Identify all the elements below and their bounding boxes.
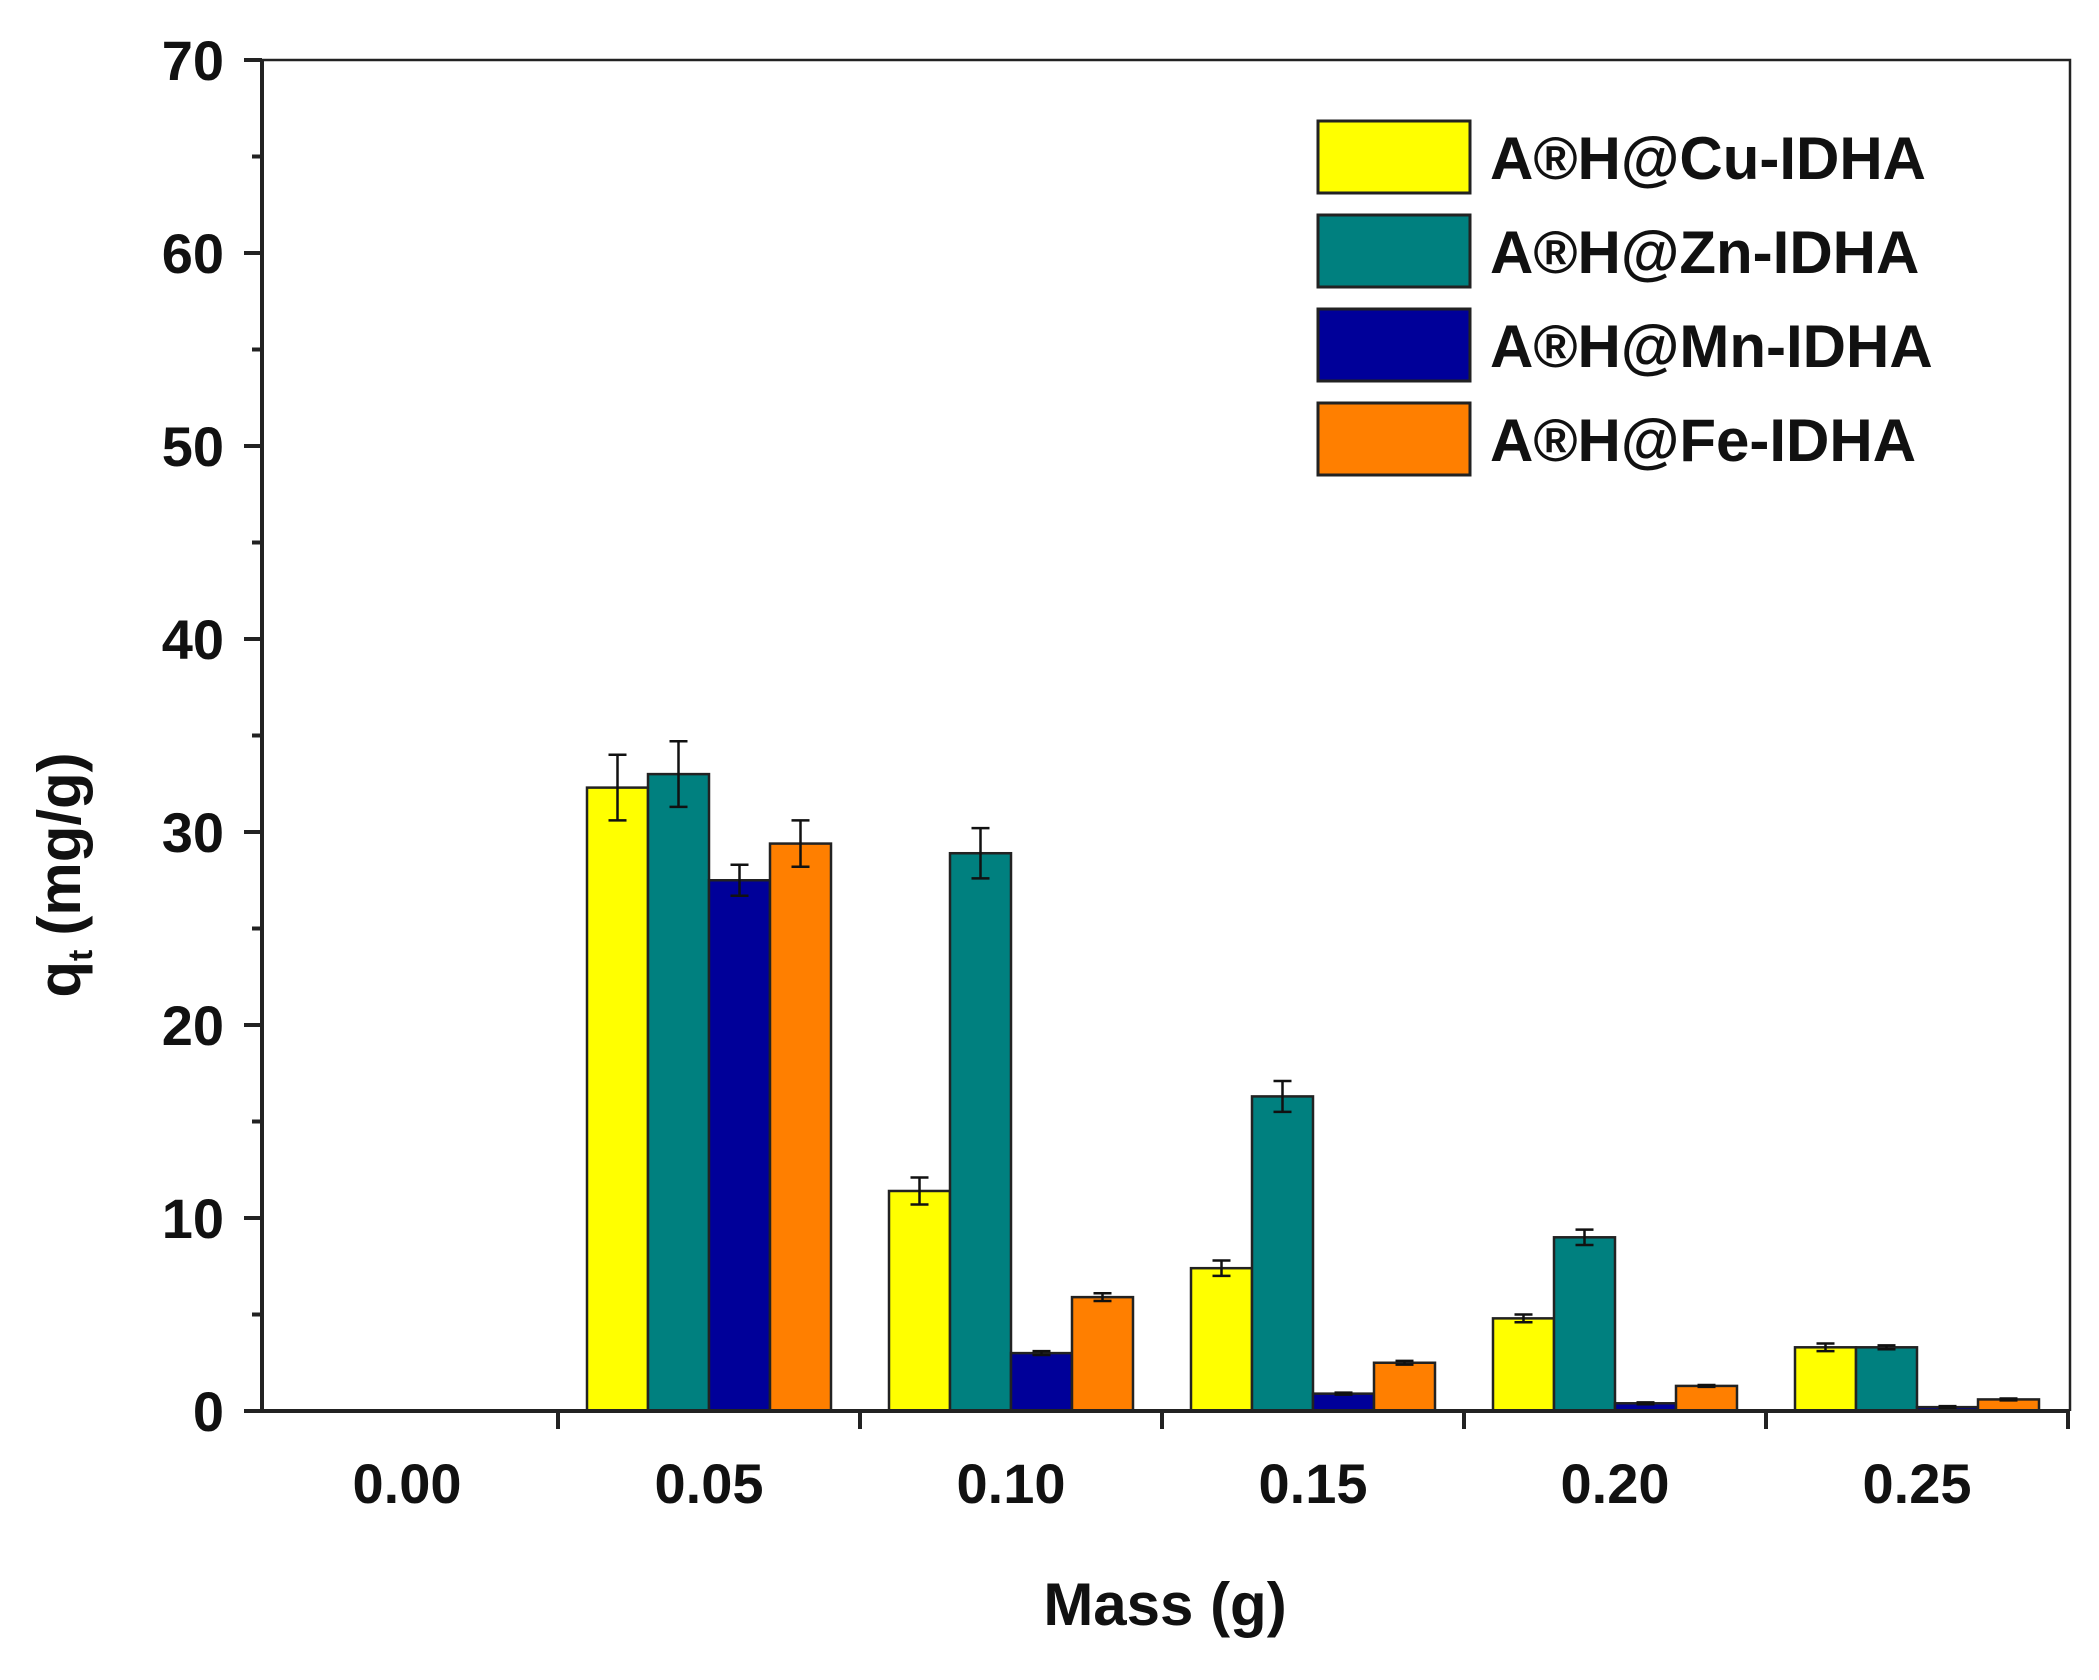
bar-a-h-zn-idha-0.25 xyxy=(1854,1346,1919,1413)
error-bar xyxy=(1032,1349,1051,1357)
bar-a-h-mn-idha-0.10 xyxy=(1009,1351,1074,1413)
axes-layer: 0 10 20 30 40 50 60 70 0.00 0.05 0.10 0.15 0.20 0.25 xyxy=(162,29,2072,1515)
legend-item: A®H@Zn-IDHA xyxy=(1316,213,1919,289)
error-bar xyxy=(1575,1228,1594,1247)
y-tick-label: 40 xyxy=(162,608,224,671)
x-tick-label: 0.20 xyxy=(1561,1452,1670,1515)
error-bar xyxy=(1273,1079,1292,1114)
bar-a-h-zn-idha-0.15 xyxy=(1250,1095,1315,1413)
bar-a-h-zn-idha-0.20 xyxy=(1552,1236,1617,1413)
error-bar xyxy=(1697,1383,1716,1389)
error-bar xyxy=(1816,1342,1835,1353)
y-tick-label: 70 xyxy=(162,29,224,92)
bar-a-h-mn-idha-0.05 xyxy=(707,879,772,1413)
y-tick-label: 30 xyxy=(162,801,224,864)
legend-label: A®H@Cu-IDHA xyxy=(1490,125,1926,192)
x-axis-title: Mass (g) xyxy=(1043,1571,1286,1638)
error-bar xyxy=(730,863,749,897)
y-tick-label: 0 xyxy=(193,1380,224,1443)
legend-swatch xyxy=(1316,401,1472,477)
x-tick-label: 0.15 xyxy=(1259,1452,1368,1515)
bar-a-h-fe-idha-0.15 xyxy=(1372,1361,1437,1413)
plot-frame xyxy=(262,58,2072,1411)
error-bar xyxy=(1395,1359,1414,1366)
bars-layer xyxy=(585,740,2041,1413)
error-bar xyxy=(1938,1404,1957,1410)
bar-a-h-zn-idha-0.10 xyxy=(948,851,1013,1413)
y-tick-label: 50 xyxy=(162,415,224,478)
error-bar xyxy=(971,826,990,880)
bar-a-h-cu-idha-0.15 xyxy=(1189,1266,1254,1413)
legend-swatch xyxy=(1316,213,1472,289)
y-axis-title-subscript: t xyxy=(62,950,100,961)
y-axis-title-symbol: q xyxy=(26,961,93,998)
error-bar xyxy=(1999,1397,2018,1402)
legend-item: A®H@Cu-IDHA xyxy=(1316,119,1926,195)
error-bar xyxy=(1877,1344,1896,1351)
legend-item: A®H@Mn-IDHA xyxy=(1316,307,1933,383)
legend-label: A®H@Fe-IDHA xyxy=(1490,407,1916,474)
y-tick-label: 10 xyxy=(162,1187,224,1250)
bar-a-h-mn-idha-0.15 xyxy=(1311,1392,1376,1413)
svg-text:qt(mg/g): qt (mg/g) xyxy=(26,752,100,997)
bar-a-h-fe-idha-0.10 xyxy=(1070,1295,1135,1413)
bar-a-h-fe-idha-0.05 xyxy=(768,842,833,1413)
y-axis-title-unit: (mg/g) xyxy=(26,752,93,935)
legend-label: A®H@Zn-IDHA xyxy=(1490,219,1919,286)
error-bar xyxy=(608,753,627,822)
x-tick-label: 0.00 xyxy=(353,1452,462,1515)
x-tick-label: 0.25 xyxy=(1863,1452,1972,1515)
x-tick-label: 0.05 xyxy=(655,1452,764,1515)
x-tick-label: 0.10 xyxy=(957,1452,1066,1515)
bar-a-h-cu-idha-0.25 xyxy=(1793,1346,1858,1413)
bar-a-h-fe-idha-0.20 xyxy=(1674,1384,1739,1413)
y-axis-title: qt (mg/g) xyxy=(26,752,100,997)
legend-swatch xyxy=(1316,307,1472,383)
error-bar xyxy=(1334,1391,1353,1396)
error-bar xyxy=(1514,1313,1533,1324)
y-tick-label: 60 xyxy=(162,222,224,285)
legend-label: A®H@Mn-IDHA xyxy=(1490,313,1933,380)
error-bar xyxy=(1636,1401,1655,1406)
bar-a-h-cu-idha-0.05 xyxy=(585,786,650,1413)
bar-a-h-cu-idha-0.20 xyxy=(1491,1317,1556,1413)
error-bar xyxy=(1093,1292,1112,1303)
legend-swatch xyxy=(1316,119,1472,195)
error-bar xyxy=(910,1176,929,1206)
error-bar xyxy=(1212,1259,1231,1278)
y-tick-label: 20 xyxy=(162,994,224,1057)
error-bar xyxy=(669,740,688,809)
error-bar xyxy=(791,819,810,868)
legend-item: A®H@Fe-IDHA xyxy=(1316,401,1916,477)
bar-a-h-cu-idha-0.10 xyxy=(887,1189,952,1413)
legend: A®H@Cu-IDHA A®H@Zn-IDHA A®H@Mn-IDHA A®H@Fe-… xyxy=(1316,119,1933,477)
bar-a-h-zn-idha-0.05 xyxy=(646,772,711,1413)
